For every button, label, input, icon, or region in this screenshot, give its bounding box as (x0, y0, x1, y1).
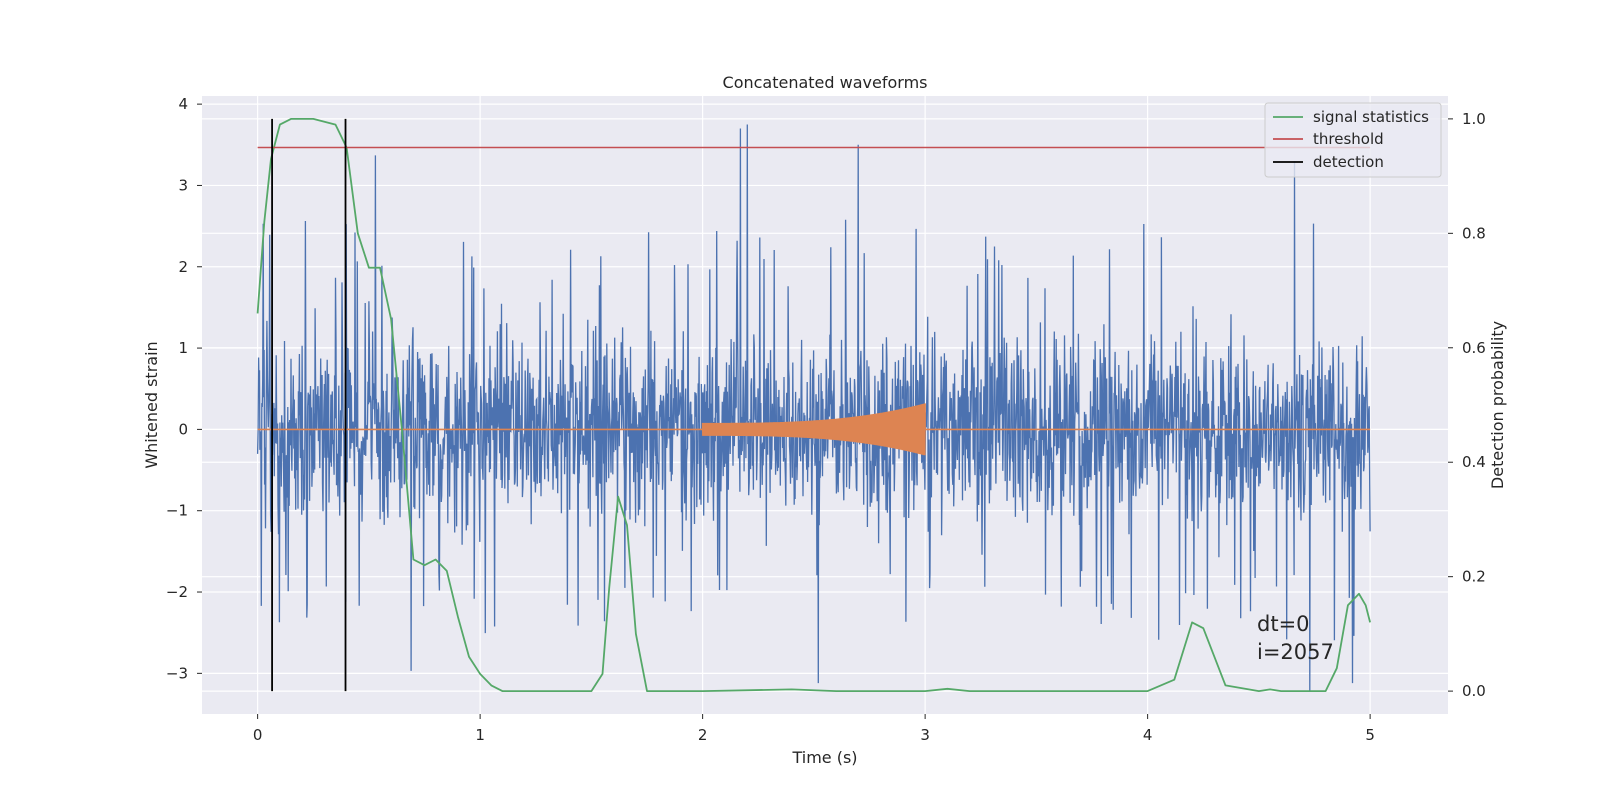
y-tick-label: −3 (166, 664, 188, 682)
noise-line (256, 124, 1371, 692)
tick-labels: 0 1 2 3 4 5 −3 −2 −1 0 1 2 3 4 0.0 0.2 0.4 0.6 0.8 1.0 (166, 95, 1486, 744)
x-tick-label: 3 (920, 726, 930, 744)
y-tick-label: −1 (166, 502, 188, 520)
waveform-series (257, 403, 1371, 456)
signal-statistics-series (256, 118, 1371, 692)
waveform-line (257, 403, 1371, 456)
annotation-index: i=2057 (1257, 640, 1334, 664)
legend-label-threshold: threshold (1313, 130, 1384, 148)
x-tick-label: 2 (698, 726, 708, 744)
y-axis-label: Whitened strain (142, 341, 161, 468)
legend-box (1264, 102, 1442, 178)
legend: signal statistics threshold detection (1264, 102, 1442, 178)
y2-tick-label: 0.2 (1462, 568, 1486, 586)
legend-label-signal-statistics: signal statistics (1313, 108, 1429, 126)
y2-axis-label: Detection probability (1488, 321, 1507, 489)
legend-label-detection: detection (1313, 153, 1384, 171)
y-tick-label: −2 (166, 583, 188, 601)
signal-statistics-line (256, 118, 1371, 692)
x-tick-label: 0 (253, 726, 263, 744)
x-tick-label: 1 (475, 726, 485, 744)
y-tick-label: 0 (178, 420, 188, 438)
x-tick-label: 5 (1365, 726, 1375, 744)
x-tick-label: 4 (1143, 726, 1153, 744)
y2-tick-label: 0.6 (1462, 339, 1486, 357)
y-tick-label: 3 (178, 176, 188, 194)
noise-series (256, 124, 1371, 692)
y2-tick-label: 0.4 (1462, 453, 1486, 471)
chart-title: Concatenated waveforms (723, 73, 928, 92)
y-tick-label: 1 (178, 339, 188, 357)
annotation-dt: dt=0 (1257, 612, 1310, 636)
y2-tick-label: 1.0 (1462, 110, 1486, 128)
y-tick-label: 4 (178, 95, 188, 113)
y2-tick-label: 0.8 (1462, 224, 1486, 242)
y-tick-label: 2 (178, 258, 188, 276)
y2-tick-label: 0.0 (1462, 682, 1486, 700)
x-axis-label: Time (s) (791, 748, 857, 767)
